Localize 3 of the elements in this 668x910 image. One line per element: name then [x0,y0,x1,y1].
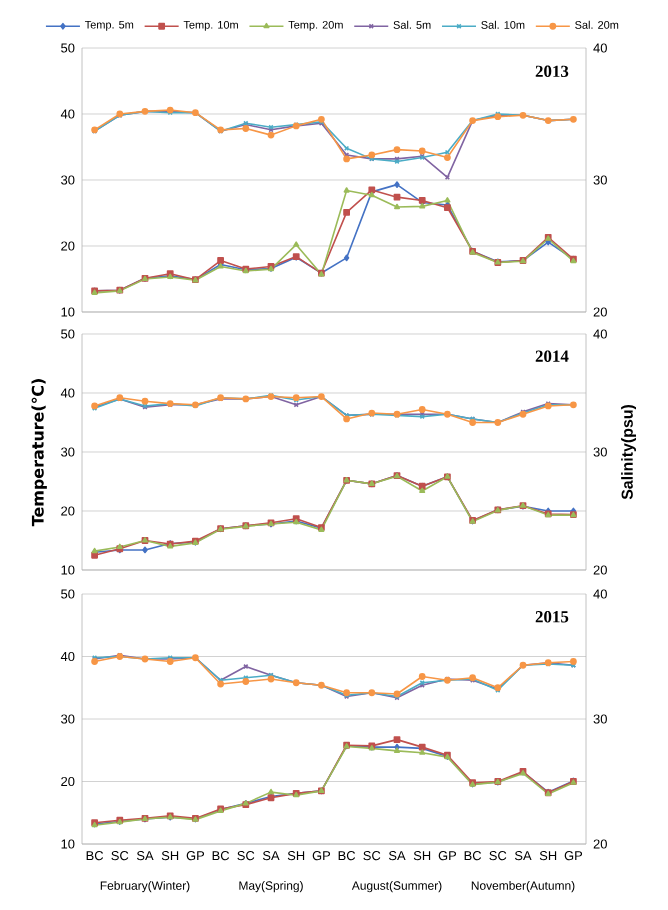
text: 2015 [535,611,569,623]
text: 2014 [535,350,569,362]
text: 2013 [535,65,569,78]
